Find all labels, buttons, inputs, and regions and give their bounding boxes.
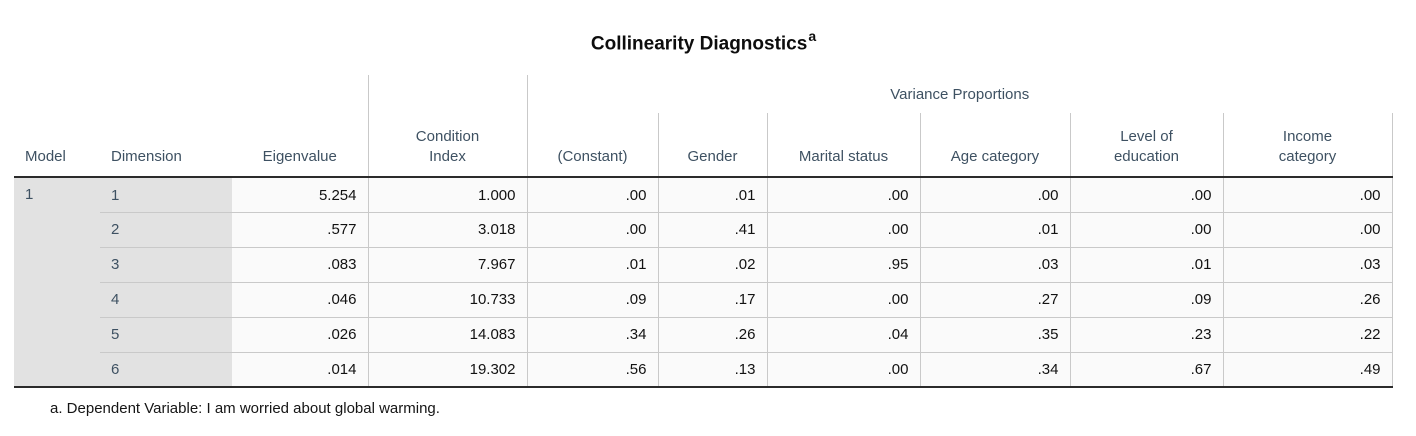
eigenvalue-cell: .577: [232, 211, 369, 248]
dimension-cell: 2: [100, 211, 232, 248]
vp-constant-cell: .00: [526, 177, 658, 213]
table-row: 1 1 5.254 1.000 .00 .01 .00 .00 .00 .00: [14, 177, 1393, 389]
col-header-model: Model: [14, 75, 100, 179]
vp-age-category-cell: .03: [919, 246, 1070, 283]
col-header-age-category: Age category: [919, 113, 1070, 179]
vp-marital-status-cell: .00: [766, 281, 920, 318]
col-header-gender: Gender: [657, 113, 767, 179]
table-row: 3 .083 7.967 .01 .02 .95 .03 .01 .03: [14, 246, 1393, 283]
vp-age-category-cell: .01: [919, 211, 1070, 248]
vp-marital-status-cell: .00: [766, 177, 920, 213]
vp-gender-cell: .17: [657, 281, 767, 318]
table-title-text: Collinearity Diagnostics: [590, 33, 808, 55]
vp-gender-cell: .01: [657, 177, 767, 213]
vp-level-of-education-cell: .23: [1069, 316, 1223, 353]
vp-constant-cell: .34: [526, 316, 658, 353]
table-row: 6 .014 19.302 .56 .13 .00 .34 .67 .49: [14, 351, 1393, 389]
header-row-group: Model Dimension Eigenvalue Condition Ind…: [14, 75, 1393, 179]
vp-age-category-cell: .00: [919, 177, 1070, 213]
vp-constant-cell: .09: [526, 281, 658, 318]
table-title: Collinearity Diagnosticsa: [14, 24, 1392, 57]
table-row: 5 .026 14.083 .34 .26 .04 .35 .23 .22: [14, 316, 1393, 353]
vp-gender-cell: .41: [657, 211, 767, 248]
vp-level-of-education-cell: .09: [1069, 281, 1223, 318]
col-header-marital-status: Marital status: [766, 113, 920, 179]
col-header-dimension: Dimension: [100, 75, 232, 179]
vp-income-category-cell: .00: [1222, 177, 1393, 213]
vp-age-category-cell: .34: [919, 351, 1070, 389]
vp-income-category-cell: .03: [1222, 246, 1393, 283]
dimension-cell: 4: [100, 281, 232, 318]
model-label-cell: 1: [14, 177, 100, 389]
vp-marital-status-cell: .04: [766, 316, 920, 353]
vp-level-of-education-cell: .01: [1069, 246, 1223, 283]
spss-output-report: Collinearity Diagnosticsa Model Dimensio…: [14, 24, 1393, 418]
dimension-cell: 3: [100, 246, 232, 283]
group-header-variance-proportions: Variance Proportions: [526, 75, 1393, 114]
col-header-condition-index: Condition Index: [368, 75, 528, 179]
header-row-columns: (Constant) Gender Marital status Age cat…: [14, 113, 1393, 179]
col-header-eigenvalue: Eigenvalue: [232, 75, 369, 179]
vp-income-category-cell: .26: [1222, 281, 1393, 318]
vp-level-of-education-cell: .00: [1069, 211, 1223, 248]
collinearity-diagnostics-table: Model Dimension Eigenvalue Condition Ind…: [14, 75, 1393, 389]
vp-marital-status-cell: .00: [766, 351, 920, 389]
vp-level-of-education-cell: .00: [1069, 177, 1223, 213]
eigenvalue-cell: .046: [232, 281, 369, 318]
table-footnote: a. Dependent Variable: I am worried abou…: [50, 400, 440, 418]
vp-constant-cell: .56: [526, 351, 658, 389]
vp-constant-cell: .00: [526, 211, 658, 248]
vp-marital-status-cell: .00: [766, 211, 920, 248]
condition-index-cell: 19.302: [368, 351, 528, 389]
col-header-level-of-education: Level of education: [1069, 113, 1223, 179]
vp-gender-cell: .13: [657, 351, 767, 389]
dimension-cell: 5: [100, 316, 232, 353]
vp-income-category-cell: .00: [1222, 211, 1393, 248]
vp-gender-cell: .02: [657, 246, 767, 283]
table-row: 4 .046 10.733 .09 .17 .00 .27 .09 .26: [14, 281, 1393, 318]
eigenvalue-cell: .083: [232, 246, 369, 283]
condition-index-cell: 10.733: [368, 281, 528, 318]
vp-income-category-cell: .22: [1222, 316, 1393, 353]
eigenvalue-cell: .014: [232, 351, 369, 389]
dimension-cell: 6: [100, 351, 232, 389]
vp-age-category-cell: .27: [919, 281, 1070, 318]
eigenvalue-cell: 5.254: [232, 177, 369, 213]
eigenvalue-cell: .026: [232, 316, 369, 353]
table-row: 2 .577 3.018 .00 .41 .00 .01 .00 .00: [14, 211, 1393, 248]
vp-gender-cell: .26: [657, 316, 767, 353]
vp-income-category-cell: .49: [1222, 351, 1393, 389]
table-title-footnote-marker: a: [808, 28, 817, 44]
vp-constant-cell: .01: [526, 246, 658, 283]
col-header-income-category: Income category: [1222, 113, 1393, 179]
condition-index-cell: 1.000: [368, 177, 528, 213]
col-header-constant: (Constant): [526, 113, 658, 179]
vp-age-category-cell: .35: [919, 316, 1070, 353]
dimension-cell: 1: [100, 177, 232, 213]
vp-marital-status-cell: .95: [766, 246, 920, 283]
vp-level-of-education-cell: .67: [1069, 351, 1223, 389]
condition-index-cell: 14.083: [368, 316, 528, 353]
condition-index-cell: 3.018: [368, 211, 528, 248]
condition-index-cell: 7.967: [368, 246, 528, 283]
